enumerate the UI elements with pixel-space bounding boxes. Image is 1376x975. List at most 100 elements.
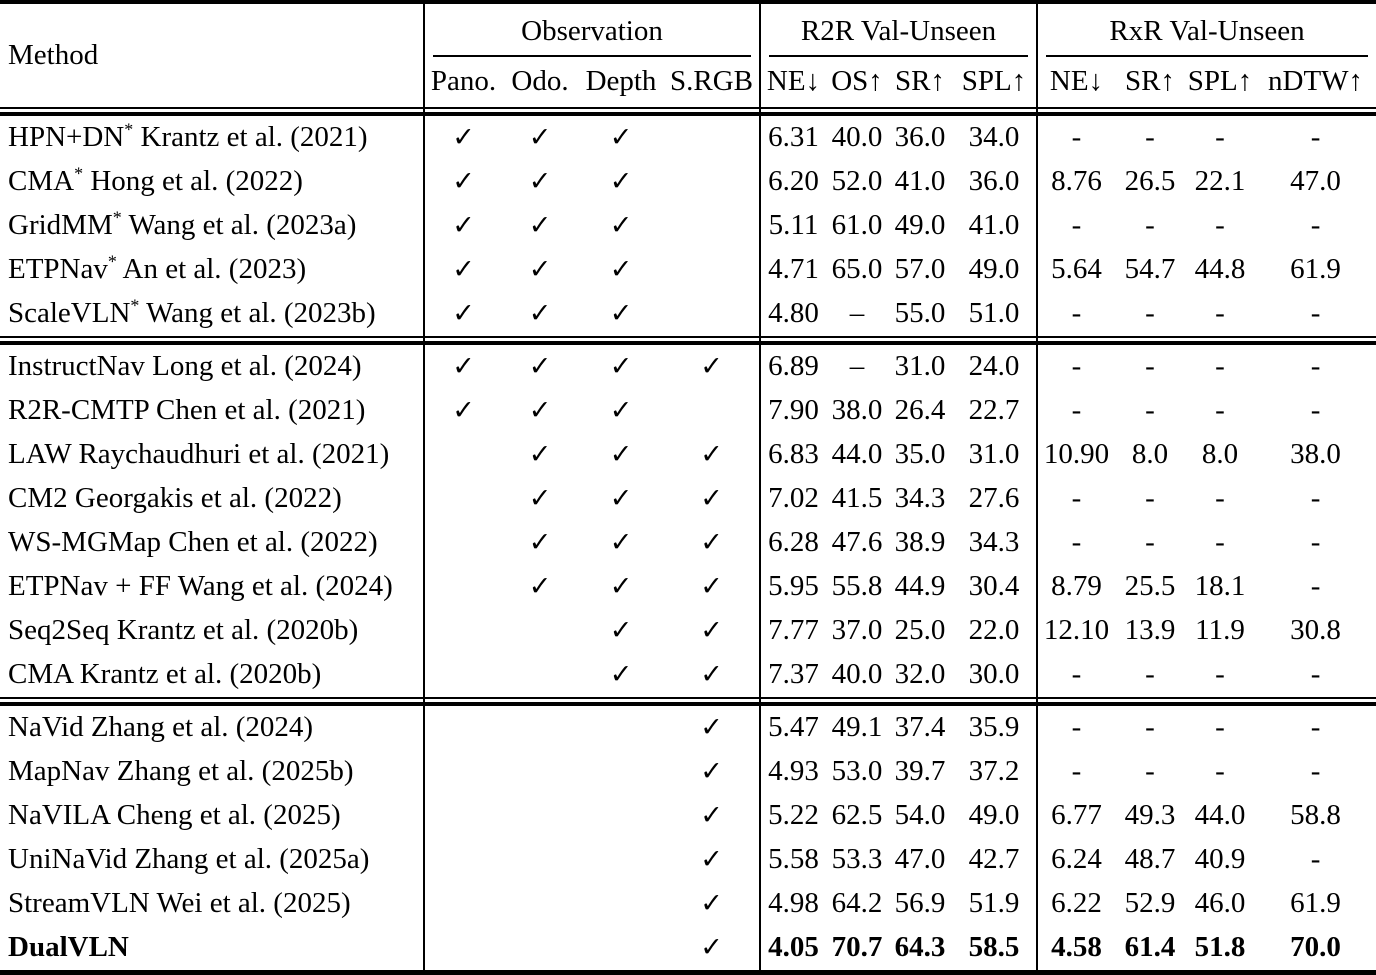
check-icon: ✓ — [528, 254, 552, 286]
method-cell: ETPNav* An et al. (2023) — [0, 248, 424, 292]
check-icon: ✓ — [528, 166, 552, 198]
metric-cell: 52.0 — [831, 164, 883, 197]
check-icon: ✓ — [700, 888, 723, 920]
metric-cell: 70.7 — [831, 930, 883, 963]
metric-cell: 36.0 — [968, 164, 1020, 197]
metric-cell: - — [1215, 657, 1225, 690]
method-name: LAW — [8, 437, 72, 470]
method-name: WS-MGMap — [8, 525, 162, 558]
metric-cell: 25.5 — [1124, 569, 1176, 602]
method-cell: UniNaVid Zhang et al. (2025a) — [0, 838, 424, 882]
table-row: ETPNav + FF Wang et al. (2024) ✓ ✓ ✓ 5.95 55.… — [0, 564, 1376, 609]
star-marker: * — [130, 295, 140, 316]
col-header-depth: Depth — [585, 64, 657, 97]
check-icon: ✓ — [609, 210, 633, 242]
empty-cell — [423, 837, 502, 882]
empty-cell — [664, 248, 760, 292]
empty-cell — [423, 476, 502, 521]
check-icon: ✓ — [423, 388, 502, 433]
col-header-srgb: S.RGB — [669, 64, 753, 97]
check-icon: ✓ — [700, 571, 723, 603]
method-name: CM2 — [8, 481, 68, 514]
check-icon: ✓ — [423, 291, 502, 337]
metric-cell: 32.0 — [894, 657, 946, 690]
metric-cell: 49.0 — [968, 252, 1020, 285]
metric-cell: 44.8 — [1194, 252, 1246, 285]
metric-cell: 37.2 — [968, 754, 1020, 787]
table-row: ScaleVLN* Wang et al. (2023b) ✓ ✓ ✓ 4.80–55.… — [0, 291, 1376, 337]
metric-cell: 5.22 — [759, 793, 826, 838]
rxr-group-header: RxR Val-Unseen — [1036, 2, 1376, 57]
citation-text: Chen et al. (2022) — [161, 525, 378, 558]
metric-cell: 37.0 — [831, 613, 883, 646]
check-icon: ✓ — [528, 483, 552, 515]
header-group-row: Method Observation R2R Val-Unseen RxR Va… — [0, 2, 1376, 70]
metric-cell: 61.4 — [1124, 930, 1176, 963]
method-name: MapNav — [8, 754, 110, 787]
metric-cell: 58.5 — [968, 930, 1020, 963]
check-icon: ✓ — [700, 527, 723, 559]
metric-cell: 46.0 — [1194, 886, 1246, 919]
empty-cell — [423, 925, 502, 973]
header-sub-row: Pano. Odo. Depth S.RGB NE↓ OS↑ SR↑ SPL↑ … — [0, 56, 1376, 108]
metric-cell: 49.1 — [831, 710, 883, 743]
rxr-group-label: RxR Val-Unseen — [1046, 4, 1369, 57]
metric-cell: 38.9 — [894, 525, 946, 558]
group-separator-rule — [0, 106, 1376, 116]
metric-cell: - — [1145, 208, 1155, 241]
metric-cell: 6.31 — [759, 113, 826, 160]
method-name: R2R-CMTP — [8, 393, 149, 426]
metric-cell: 27.6 — [968, 481, 1020, 514]
check-icon: ✓ — [609, 166, 633, 198]
metric-cell: 44.0 — [1194, 798, 1246, 831]
metric-cell: 49.3 — [1124, 798, 1176, 831]
method-cell: R2R-CMTP Chen et al. (2021) — [0, 389, 424, 433]
metric-cell: - — [1036, 652, 1116, 698]
metric-cell: - — [1215, 481, 1225, 514]
metric-cell: 7.37 — [759, 652, 826, 698]
metric-cell: - — [1036, 703, 1116, 750]
col-header-rxr-ne: NE↓ — [1036, 56, 1116, 108]
metric-cell: 30.8 — [1290, 613, 1341, 646]
metric-cell: - — [1036, 388, 1116, 433]
table-row: WS-MGMap Chen et al. (2022) ✓ ✓ ✓ 6.28 47.6 38… — [0, 520, 1376, 565]
col-header-r2r-spl: SPL↑ — [961, 64, 1027, 97]
metric-cell: 57.0 — [894, 252, 946, 285]
metric-cell: 56.9 — [894, 886, 946, 919]
method-cell: GridMM* Wang et al. (2023a) — [0, 204, 424, 248]
check-icon: ✓ — [700, 483, 723, 515]
metric-cell: 39.7 — [894, 754, 946, 787]
method-cell: WS-MGMap Chen et al. (2022) — [0, 521, 424, 565]
metric-cell: 26.5 — [1124, 164, 1176, 197]
star-marker: * — [107, 251, 117, 272]
metric-cell: 31.0 — [894, 349, 946, 382]
check-icon: ✓ — [528, 210, 552, 242]
method-cell: Seq2Seq Krantz et al. (2020b) — [0, 609, 424, 653]
metric-cell: 70.0 — [1290, 930, 1341, 963]
metric-cell: 34.3 — [968, 525, 1020, 558]
check-icon: ✓ — [700, 756, 723, 788]
citation-text: Long et al. (2024) — [144, 349, 362, 382]
metric-cell: 6.89 — [759, 342, 826, 389]
check-icon: ✓ — [609, 395, 633, 427]
metric-cell: 35.0 — [894, 437, 946, 470]
metric-cell: 7.02 — [759, 476, 826, 521]
metric-cell: 4.98 — [759, 881, 826, 926]
col-header-r2r-ne: NE↓ — [759, 56, 826, 108]
metric-cell: 36.0 — [894, 120, 946, 153]
metric-cell: 22.1 — [1194, 164, 1246, 197]
check-icon: ✓ — [700, 844, 723, 876]
metric-cell: - — [1036, 113, 1116, 160]
metric-cell: 52.9 — [1124, 886, 1176, 919]
citation-text: Wei et al. (2025) — [149, 886, 351, 919]
check-icon: ✓ — [528, 395, 552, 427]
method-name: ETPNav + FF — [8, 569, 171, 602]
metric-cell: 24.0 — [968, 349, 1020, 382]
metric-cell: - — [1310, 349, 1321, 382]
method-name: ETPNav — [8, 252, 108, 285]
check-icon: ✓ — [609, 615, 633, 647]
metric-cell: - — [1145, 393, 1155, 426]
check-icon: ✓ — [423, 342, 502, 389]
metric-cell: - — [1145, 657, 1155, 690]
